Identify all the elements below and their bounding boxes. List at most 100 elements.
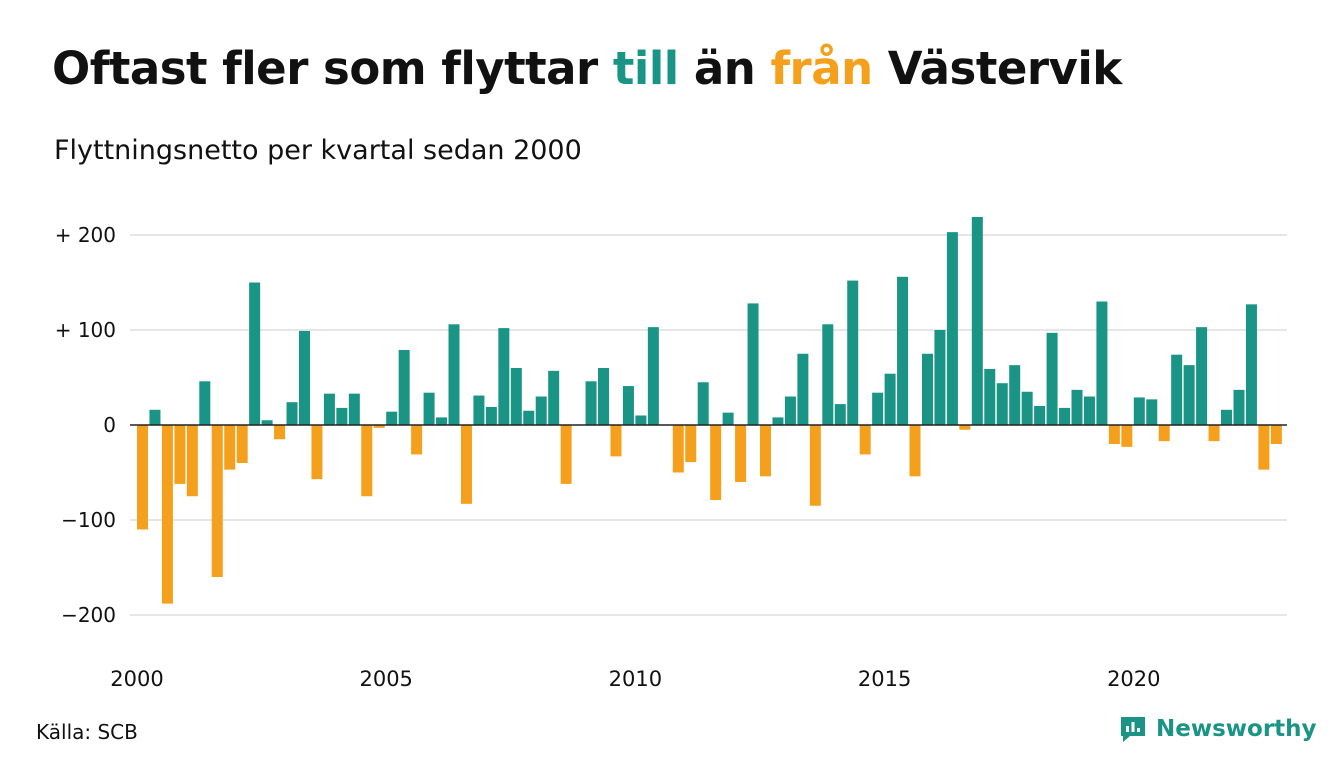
bar [610, 425, 622, 457]
bar [1133, 397, 1145, 425]
grid-lines [130, 234, 1287, 616]
title-word-out: från [770, 42, 873, 95]
x-tick-labels: 2000 2005 2010 2015 2020 [110, 667, 1160, 691]
bar [361, 425, 373, 497]
x-tick-label: 2005 [359, 667, 412, 691]
bar [598, 368, 610, 425]
bar [286, 402, 298, 425]
bar [622, 386, 634, 425]
bar [1196, 327, 1208, 425]
bar [199, 381, 211, 425]
bar [236, 425, 248, 463]
bar [1071, 389, 1083, 425]
bar [535, 396, 547, 425]
bar [498, 328, 510, 425]
bar [934, 330, 946, 425]
bar [685, 425, 697, 463]
bar [959, 425, 971, 430]
bar [784, 396, 796, 425]
bar [735, 425, 747, 482]
bar [1108, 425, 1120, 444]
bar [1258, 425, 1270, 470]
bar [847, 280, 859, 425]
bar [161, 425, 173, 604]
bar [647, 327, 659, 425]
bar [1083, 396, 1095, 425]
bar [946, 232, 958, 425]
bar [1059, 407, 1071, 425]
bar [149, 409, 161, 425]
y-tick-label: + 200 [55, 223, 116, 247]
bar [834, 404, 846, 425]
bar [423, 392, 435, 425]
newsworthy-logo-icon [1121, 717, 1145, 742]
bar [460, 425, 472, 504]
bar [984, 368, 996, 425]
bar [1121, 425, 1133, 447]
y-tick-label: −200 [61, 603, 116, 627]
bar [473, 395, 485, 425]
bar [1208, 425, 1220, 442]
bar [186, 425, 198, 497]
chart-title: Oftast fler som flyttar till än från Väs… [52, 42, 1122, 95]
title-part-2: än [678, 42, 771, 95]
bar [809, 425, 821, 506]
title-part-1: Oftast fler som flyttar [52, 42, 613, 95]
bar [436, 417, 448, 425]
bar [996, 383, 1008, 425]
bar [373, 425, 385, 428]
chart-subtitle: Flyttningsnetto per kvartal sedan 2000 [54, 135, 582, 166]
bars [137, 216, 1282, 604]
bar [348, 393, 360, 425]
bar [1021, 391, 1033, 425]
bar [224, 425, 236, 470]
bar [1034, 406, 1046, 425]
bar [1146, 399, 1158, 425]
bar [323, 393, 335, 425]
bar [747, 303, 759, 425]
x-tick-label: 2000 [110, 667, 163, 691]
bar [411, 425, 423, 455]
y-tick-label: + 100 [55, 318, 116, 342]
bar [261, 420, 273, 425]
bar [448, 324, 460, 425]
bar [1233, 389, 1245, 425]
bar [635, 415, 647, 425]
y-tick-label: 0 [103, 413, 116, 437]
bar [909, 425, 921, 477]
bar [560, 425, 572, 484]
bar [137, 425, 148, 530]
y-tick-label: −100 [61, 508, 116, 532]
bar [1221, 409, 1233, 425]
newsworthy-logo: Newsworthy [1118, 714, 1317, 744]
bar [1270, 425, 1282, 444]
bar-chart: + 200 + 100 0 −100 −200 2000 2005 2010 2015 2020 [55, 216, 1287, 691]
bar [1245, 304, 1257, 425]
bar [523, 410, 535, 425]
bar [211, 425, 223, 577]
bar [884, 373, 896, 425]
bar [311, 425, 323, 480]
bar [1183, 365, 1195, 425]
bar [722, 412, 734, 425]
bar [921, 353, 933, 425]
bar [548, 370, 560, 425]
bar [1096, 301, 1108, 425]
bar [710, 425, 722, 501]
bar [274, 425, 286, 440]
bar [298, 330, 310, 425]
bar [1158, 425, 1170, 442]
bar [485, 406, 497, 425]
bar [174, 425, 186, 484]
bar [760, 425, 771, 477]
bar [859, 425, 871, 455]
bar [1171, 354, 1183, 425]
bar [249, 282, 261, 425]
bar [398, 349, 410, 425]
source-note: Källa: SCB [36, 720, 138, 744]
bar [971, 216, 983, 425]
x-tick-label: 2015 [858, 667, 911, 691]
y-tick-labels: + 200 + 100 0 −100 −200 [55, 223, 116, 627]
x-tick-label: 2010 [609, 667, 662, 691]
bar [797, 353, 809, 425]
